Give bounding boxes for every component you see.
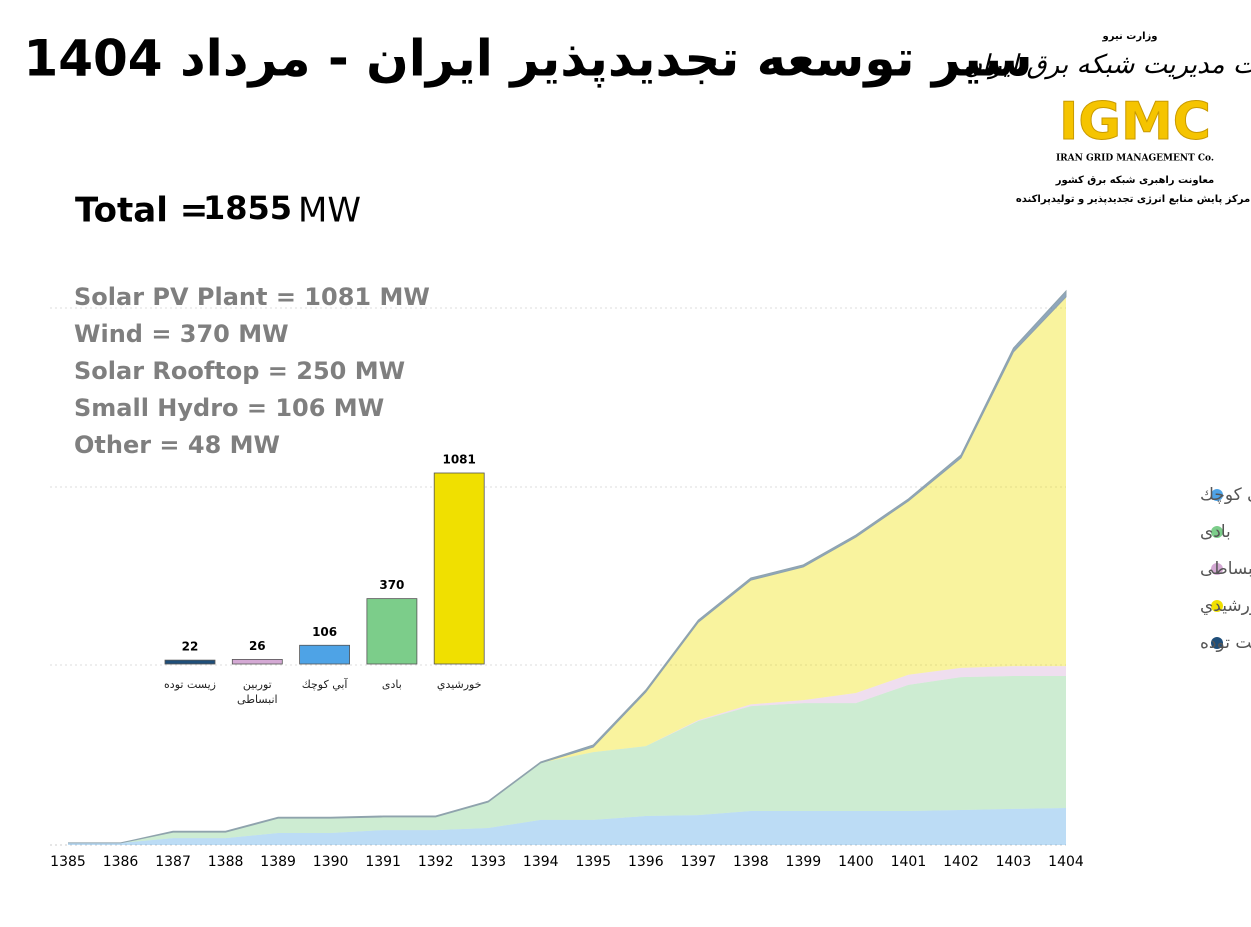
legend-label: خورشيدي xyxy=(1200,596,1251,616)
legend-label: توربين انبساطی xyxy=(1200,559,1251,579)
x-tick-label: 1390 xyxy=(313,854,349,870)
x-tick-label: 1396 xyxy=(628,854,664,870)
x-tick-label: 1389 xyxy=(260,854,296,870)
area xyxy=(68,289,1067,844)
x-tick-label: 1402 xyxy=(943,854,979,870)
grid xyxy=(50,307,1066,666)
x-tick-label: 1392 xyxy=(418,854,454,870)
logo-ministry: وزارت نیرو xyxy=(1102,31,1158,42)
breakdown: Solar PV Plant = 1081 MW xyxy=(74,283,430,311)
x-tick-label: 1404 xyxy=(1048,854,1084,870)
x-tick-label: 1399 xyxy=(786,854,822,870)
legend-marker xyxy=(1211,563,1223,575)
breakdown: Small Hydro = 106 MW xyxy=(74,394,384,422)
x-tick-label: 1403 xyxy=(996,854,1032,870)
x-tick-label: 1385 xyxy=(50,854,86,870)
x-tick-label: 1393 xyxy=(470,854,506,870)
logo-english: IRAN GRID MANAGEMENT Co. xyxy=(1056,154,1214,164)
legend-marker xyxy=(1211,637,1223,649)
bar-category-label: بادی xyxy=(381,678,402,691)
x-tick-label: 1401 xyxy=(891,854,927,870)
bar xyxy=(433,472,485,665)
breakdown: Other = 48 MW xyxy=(74,431,280,459)
x-tick-label: 1386 xyxy=(103,854,139,870)
bar-value-label: 106 xyxy=(312,625,337,639)
legend-marker xyxy=(1211,600,1223,612)
x-tick-label: 1397 xyxy=(680,854,716,870)
x-tick-label: 1394 xyxy=(523,854,559,870)
logo-company: شرکت مدیریت شبکه برق ایران xyxy=(963,50,1251,80)
logo-acronym: IGMC xyxy=(1059,92,1211,152)
area xyxy=(68,807,1066,845)
area xyxy=(68,675,1066,843)
bar-category-label: آبي كوچك xyxy=(301,678,348,691)
logo-line: معاونت راهبری شبکه برق کشور xyxy=(1055,175,1214,186)
total-value: 1855 xyxy=(203,189,292,227)
title: سیر توسعه تجدیدپذیر ایران - مرداد 1404 xyxy=(23,30,1032,89)
x-tick-label: 1395 xyxy=(575,854,611,870)
legend-label: زيست توده xyxy=(1200,633,1251,653)
breakdown: Solar Rooftop = 250 MW xyxy=(74,357,405,385)
bar-value-label: 1081 xyxy=(442,453,475,467)
logo-line: مرکز پایش منابع انرژی تجدیدپذیر و تولیدپ… xyxy=(1016,194,1250,205)
logo: وزارت نیرو شرکت مدیریت شبکه برق ایران IG… xyxy=(963,31,1251,205)
bar-category-label: خورشيدي xyxy=(436,678,482,691)
x-tick-label: 1391 xyxy=(365,854,401,870)
x-tick-label: 1387 xyxy=(155,854,191,870)
bar xyxy=(299,644,351,665)
area xyxy=(68,296,1066,843)
breakdown: Wind = 370 MW xyxy=(74,320,289,348)
bar xyxy=(164,659,216,665)
bar-category-label: زیست توده xyxy=(164,678,216,691)
legend-label: بادی xyxy=(1200,522,1231,542)
total-unit: MW xyxy=(298,191,361,231)
legend-marker xyxy=(1211,526,1223,538)
bar xyxy=(231,659,283,665)
bar xyxy=(366,598,418,665)
legend-label: آبي كوچك xyxy=(1200,483,1251,505)
x-tick-label: 1400 xyxy=(838,854,874,870)
bar-value-label: 26 xyxy=(249,639,266,653)
legend-marker xyxy=(1211,489,1223,501)
total-label: Total = xyxy=(75,191,208,231)
x-tick-label: 1398 xyxy=(733,854,769,870)
x-tick-label: 1388 xyxy=(208,854,244,870)
bar-category-label: توربين انبساطی xyxy=(237,678,278,706)
bar-value-label: 22 xyxy=(182,640,199,654)
bar-value-label: 370 xyxy=(379,578,404,592)
